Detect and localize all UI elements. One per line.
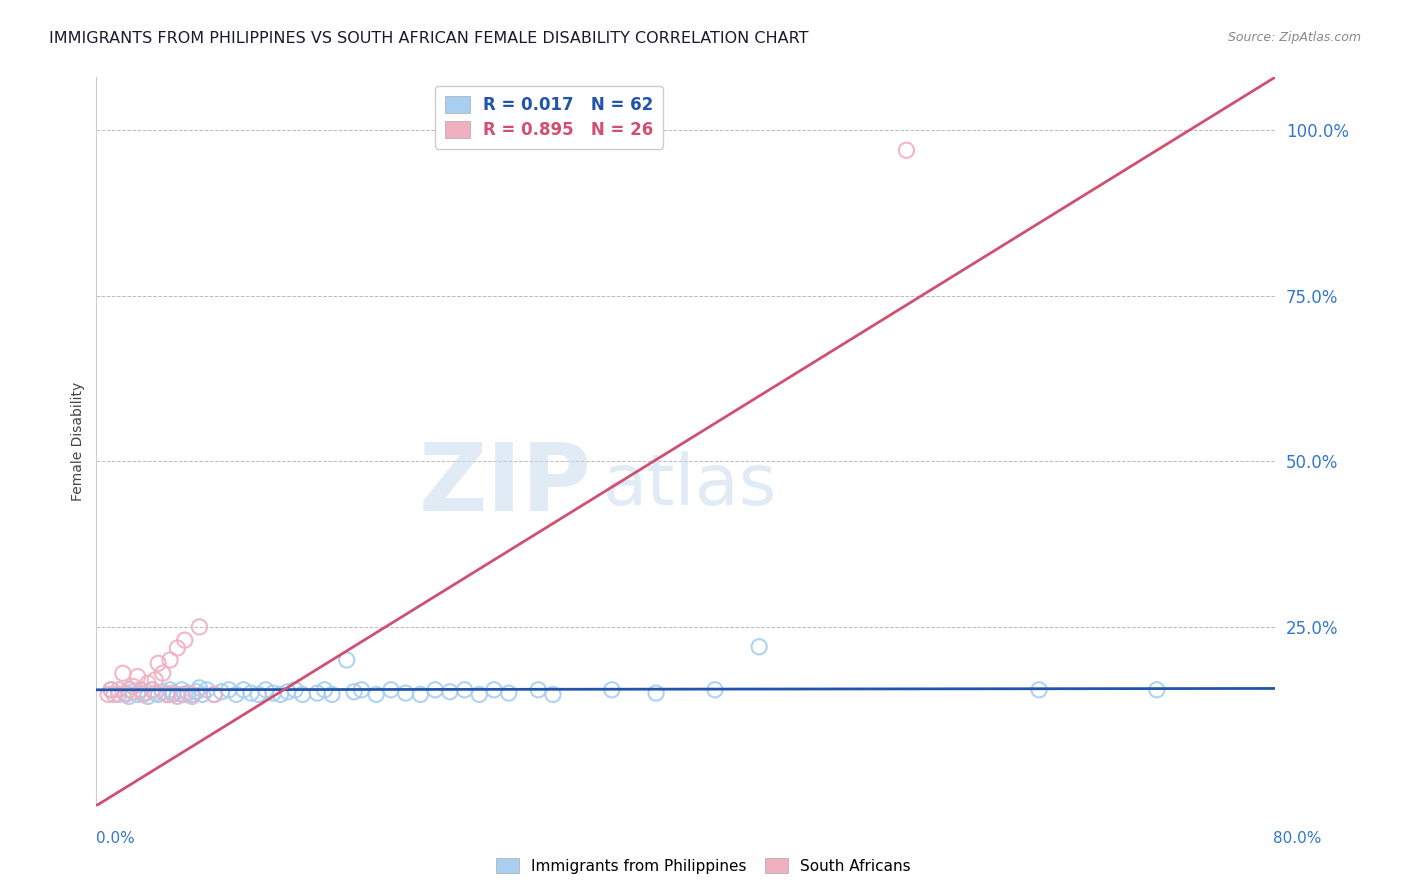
Point	[152, 666, 174, 681]
Point	[409, 688, 432, 702]
Point	[111, 666, 134, 681]
Point	[148, 657, 170, 671]
Point	[262, 686, 284, 700]
Point	[170, 682, 193, 697]
Point	[156, 688, 179, 702]
Point	[202, 688, 225, 702]
Point	[645, 686, 668, 700]
Point	[122, 685, 145, 699]
Point	[1028, 682, 1050, 697]
Point	[129, 682, 152, 697]
Point	[114, 688, 136, 702]
Point	[122, 680, 145, 694]
Point	[191, 688, 214, 702]
Point	[269, 688, 291, 702]
Point	[704, 682, 727, 697]
Point	[143, 673, 166, 687]
Point	[343, 685, 366, 699]
Point	[896, 143, 918, 157]
Point	[152, 685, 174, 699]
Text: IMMIGRANTS FROM PHILIPPINES VS SOUTH AFRICAN FEMALE DISABILITY CORRELATION CHART: IMMIGRANTS FROM PHILIPPINES VS SOUTH AFR…	[49, 31, 808, 46]
Point	[181, 690, 204, 704]
Point	[254, 682, 277, 697]
Point	[132, 686, 155, 700]
Point	[97, 688, 120, 702]
Point	[188, 620, 211, 634]
Point	[307, 686, 329, 700]
Text: ZIP: ZIP	[419, 439, 592, 532]
Point	[162, 686, 184, 700]
Point	[439, 685, 461, 699]
Point	[186, 685, 208, 699]
Point	[159, 682, 181, 697]
Point	[395, 686, 418, 700]
Point	[541, 688, 564, 702]
Point	[468, 688, 491, 702]
Point	[166, 690, 188, 704]
Legend: Immigrants from Philippines, South Africans: Immigrants from Philippines, South Afric…	[489, 852, 917, 880]
Point	[1146, 682, 1168, 697]
Point	[127, 669, 149, 683]
Point	[453, 682, 475, 697]
Y-axis label: Female Disability: Female Disability	[72, 382, 86, 501]
Point	[336, 653, 359, 667]
Point	[173, 633, 195, 648]
Point	[314, 682, 336, 697]
Point	[103, 688, 125, 702]
Point	[600, 682, 623, 697]
Point	[350, 682, 373, 697]
Point	[284, 682, 307, 697]
Point	[380, 682, 402, 697]
Text: atlas: atlas	[603, 450, 778, 520]
Point	[107, 688, 129, 702]
Point	[482, 682, 505, 697]
Point	[202, 688, 225, 702]
Point	[107, 682, 129, 697]
Point	[118, 690, 141, 704]
Point	[181, 688, 204, 702]
Point	[321, 688, 343, 702]
Point	[156, 688, 179, 702]
Point	[423, 682, 446, 697]
Text: 0.0%: 0.0%	[96, 831, 135, 846]
Point	[748, 640, 770, 654]
Point	[118, 682, 141, 697]
Point	[366, 688, 388, 702]
Point	[166, 641, 188, 656]
Point	[218, 682, 240, 697]
Point	[132, 688, 155, 702]
Point	[100, 682, 122, 697]
Legend: R = 0.017   N = 62, R = 0.895   N = 26: R = 0.017 N = 62, R = 0.895 N = 26	[434, 86, 664, 149]
Point	[225, 688, 247, 702]
Point	[232, 682, 254, 697]
Point	[141, 682, 163, 697]
Point	[136, 690, 159, 704]
Point	[148, 688, 170, 702]
Point	[159, 653, 181, 667]
Point	[129, 682, 152, 697]
Point	[162, 688, 184, 702]
Point	[100, 682, 122, 697]
Point	[291, 688, 314, 702]
Point	[247, 688, 270, 702]
Point	[211, 685, 233, 699]
Text: Source: ZipAtlas.com: Source: ZipAtlas.com	[1227, 31, 1361, 45]
Point	[527, 682, 550, 697]
Point	[498, 686, 520, 700]
Text: 80.0%: 80.0%	[1274, 831, 1322, 846]
Point	[136, 676, 159, 690]
Point	[143, 686, 166, 700]
Point	[141, 682, 163, 697]
Point	[173, 688, 195, 702]
Point	[188, 681, 211, 695]
Point	[277, 685, 299, 699]
Point	[114, 686, 136, 700]
Point	[176, 686, 198, 700]
Point	[240, 686, 263, 700]
Point	[170, 688, 193, 702]
Point	[127, 688, 149, 702]
Point	[195, 682, 218, 697]
